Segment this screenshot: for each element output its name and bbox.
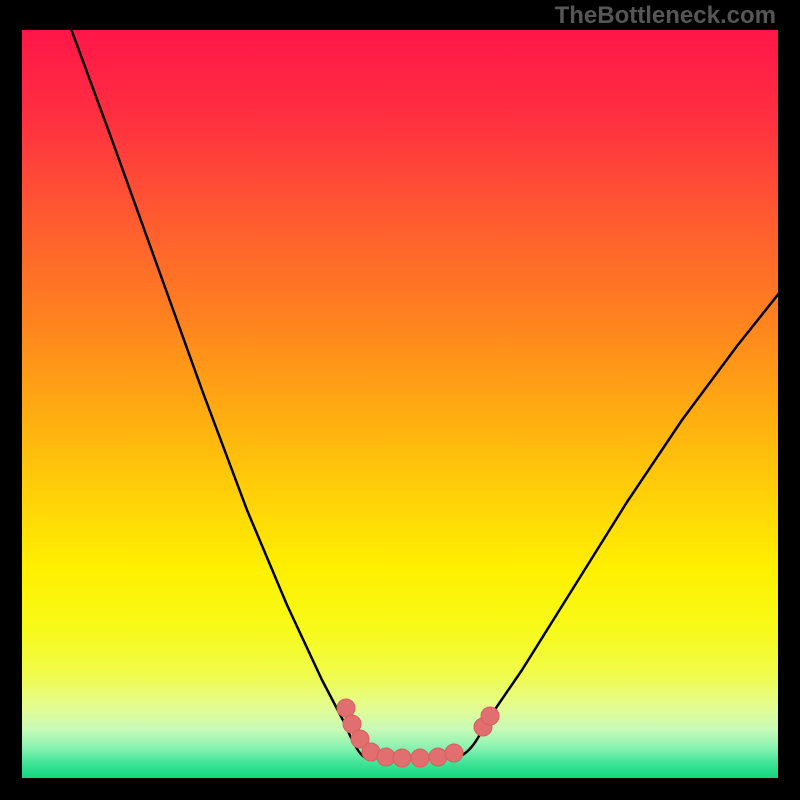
chart-plot-area xyxy=(22,30,778,778)
bottleneck-curve xyxy=(22,30,778,778)
curve-marker xyxy=(411,749,429,767)
watermark-text: TheBottleneck.com xyxy=(555,2,776,30)
curve-marker xyxy=(393,749,411,767)
curve-marker xyxy=(481,707,499,725)
curve-marker xyxy=(337,699,355,717)
curve-marker xyxy=(445,744,463,762)
curve-marker xyxy=(377,748,395,766)
curve-marker xyxy=(429,748,447,766)
